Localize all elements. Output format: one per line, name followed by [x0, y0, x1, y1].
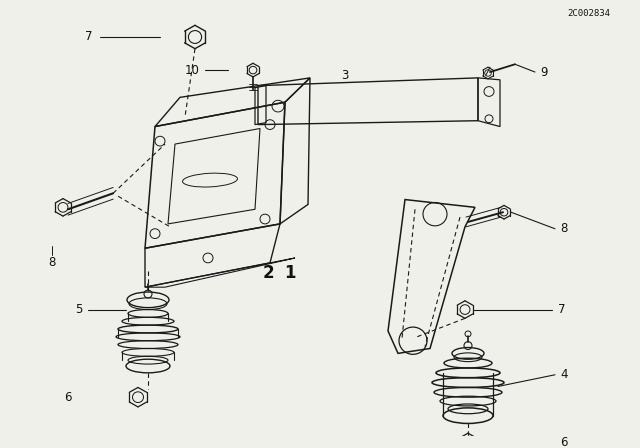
Text: 5: 5 [75, 303, 82, 316]
Text: 7: 7 [84, 30, 92, 43]
Text: 10: 10 [185, 64, 200, 77]
Text: 2C002834: 2C002834 [567, 9, 610, 17]
Text: 8: 8 [48, 256, 56, 269]
Text: 7: 7 [558, 303, 566, 316]
Text: 2: 2 [262, 263, 274, 282]
Text: 1: 1 [284, 263, 296, 282]
Text: 3: 3 [341, 69, 349, 82]
Text: 4: 4 [560, 368, 568, 381]
Text: 9: 9 [540, 65, 547, 78]
Text: 6: 6 [64, 391, 72, 404]
Text: 8: 8 [560, 222, 568, 235]
Text: 6: 6 [560, 436, 568, 448]
